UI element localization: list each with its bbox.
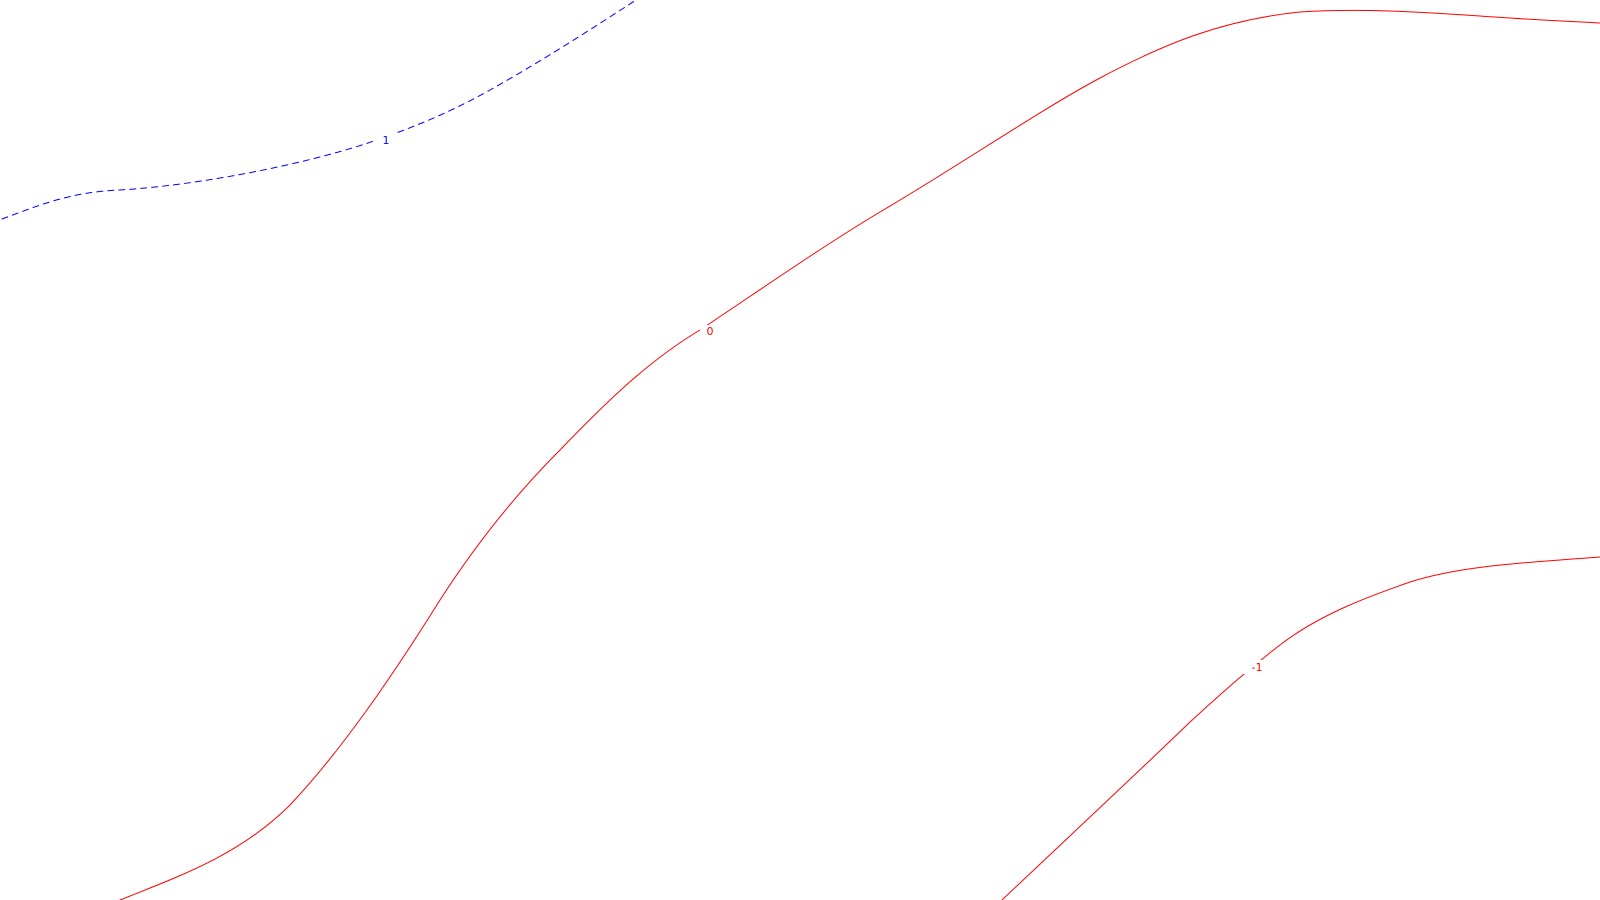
contour-path-minus1 [1001, 556, 1600, 900]
contour-path-0 [119, 9, 1600, 900]
contour-label-1: 1 [383, 134, 390, 147]
contour-label-bg-1 [375, 133, 397, 147]
contour-label-bg-0 [700, 325, 720, 339]
contour-label-bg-minus1 [1244, 660, 1270, 674]
contour-line-1: 1 [1, 0, 637, 220]
contour-label-minus1: -1 [1252, 661, 1263, 674]
contour-line-0: 0 [119, 9, 1600, 900]
contour-label-0: 0 [707, 325, 714, 338]
contour-line-minus1: -1 [1001, 556, 1600, 900]
contour-path-1 [1, 0, 637, 220]
